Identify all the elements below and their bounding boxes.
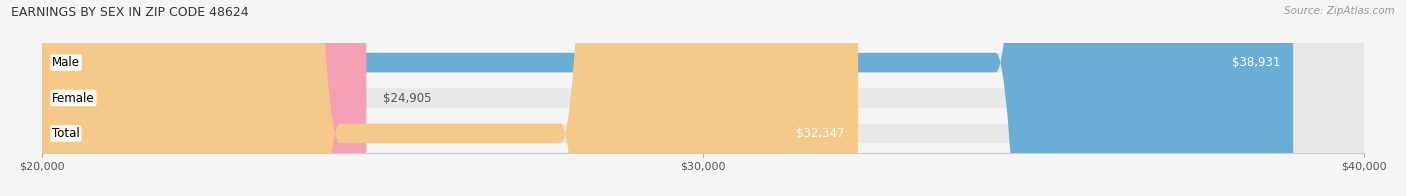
FancyBboxPatch shape bbox=[42, 0, 367, 196]
Text: $32,347: $32,347 bbox=[796, 127, 845, 140]
FancyBboxPatch shape bbox=[42, 0, 1294, 196]
Text: Source: ZipAtlas.com: Source: ZipAtlas.com bbox=[1284, 6, 1395, 16]
Text: EARNINGS BY SEX IN ZIP CODE 48624: EARNINGS BY SEX IN ZIP CODE 48624 bbox=[11, 6, 249, 19]
Text: Female: Female bbox=[52, 92, 94, 104]
Text: Male: Male bbox=[52, 56, 80, 69]
Text: $24,905: $24,905 bbox=[382, 92, 432, 104]
Text: Total: Total bbox=[52, 127, 80, 140]
FancyBboxPatch shape bbox=[42, 0, 1364, 196]
FancyBboxPatch shape bbox=[42, 0, 1364, 196]
Text: $38,931: $38,931 bbox=[1232, 56, 1279, 69]
FancyBboxPatch shape bbox=[42, 0, 1364, 196]
FancyBboxPatch shape bbox=[42, 0, 858, 196]
